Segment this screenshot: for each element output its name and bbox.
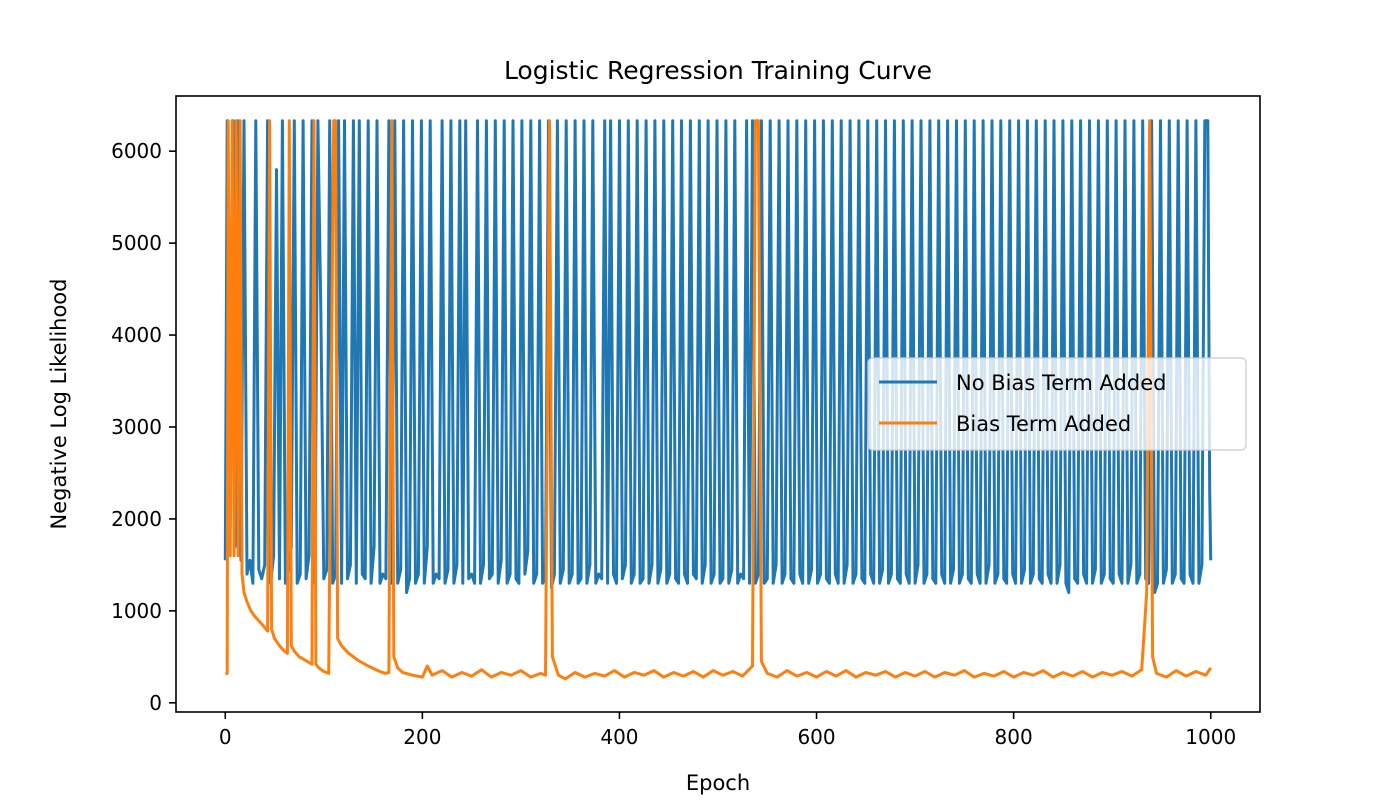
x-axis: 0 200 400 600 800 1000 xyxy=(219,712,1236,749)
x-tick-label: 600 xyxy=(797,725,835,749)
chart-title: Logistic Regression Training Curve xyxy=(504,56,932,85)
y-tick-label: 1000 xyxy=(111,599,162,623)
x-tick-label: 1000 xyxy=(1185,725,1236,749)
y-tick-label: 3000 xyxy=(111,415,162,439)
series-line-1 xyxy=(225,119,1212,681)
x-axis-label: Epoch xyxy=(686,771,750,795)
legend-label-bias: Bias Term Added xyxy=(956,412,1131,436)
x-tick-label: 400 xyxy=(600,725,638,749)
y-tick-label: 4000 xyxy=(111,323,162,347)
legend-label-no-bias: No Bias Term Added xyxy=(956,371,1166,395)
y-tick-label: 0 xyxy=(149,691,162,715)
y-tick-label: 6000 xyxy=(111,139,162,163)
y-axis: 0 1000 2000 3000 4000 5000 6000 xyxy=(111,139,176,715)
series-layer xyxy=(223,119,1213,681)
axes-frame xyxy=(175,95,1261,713)
legend: No Bias Term Added Bias Term Added xyxy=(867,357,1247,451)
x-tick-label: 200 xyxy=(403,725,441,749)
y-axis-label: Negative Log Likelihood xyxy=(47,279,71,530)
legend-box xyxy=(867,357,1247,451)
y-tick-label: 5000 xyxy=(111,231,162,255)
y-tick-label: 2000 xyxy=(111,507,162,531)
series-line-0 xyxy=(223,119,1213,594)
x-tick-label: 0 xyxy=(219,725,232,749)
x-tick-label: 800 xyxy=(995,725,1033,749)
